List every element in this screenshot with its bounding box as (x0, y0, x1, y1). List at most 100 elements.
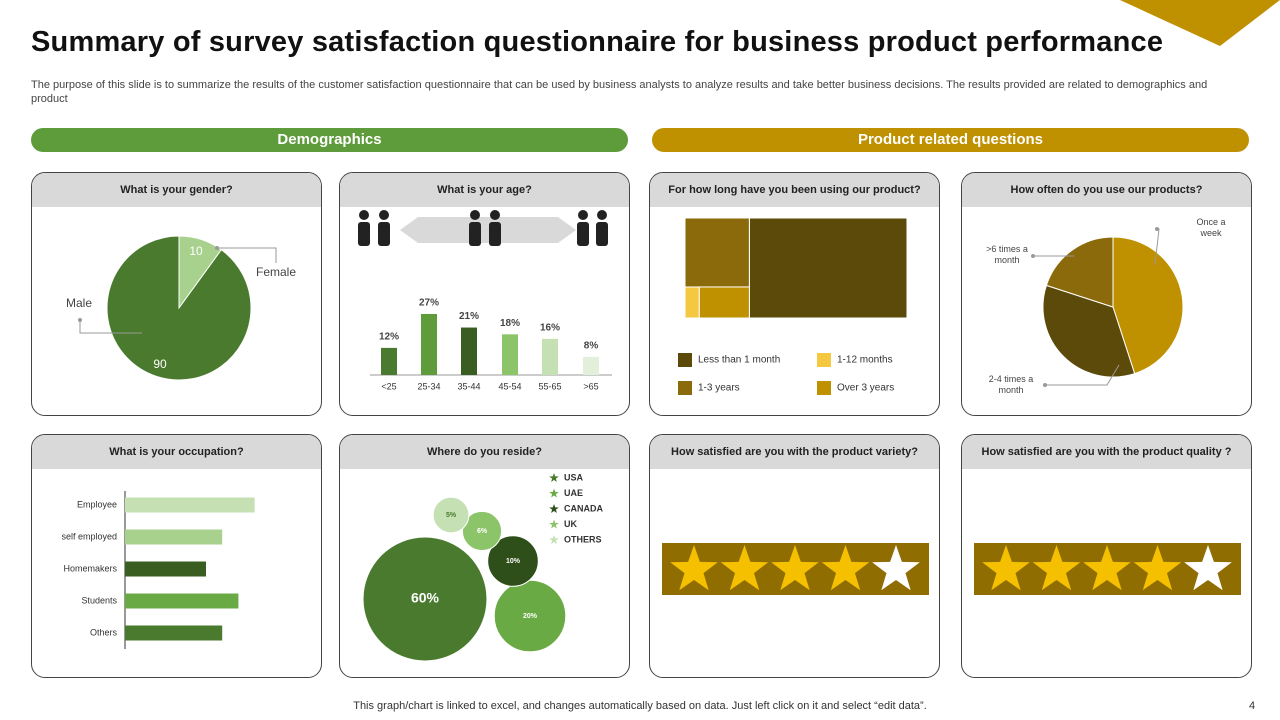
chart-title: Where do you reside? (340, 435, 629, 469)
y-tick-label: Students (81, 595, 117, 605)
leader-line (79, 320, 142, 334)
leader-line (1045, 364, 1120, 386)
category-label: >6 times a month (986, 244, 1028, 265)
value-label: 10% (506, 558, 521, 565)
value-label: 6% (477, 528, 488, 535)
leader-dot (1043, 383, 1047, 387)
bar (502, 334, 518, 375)
x-tick-label: <25 (381, 381, 396, 391)
legend-label: UK (564, 519, 577, 529)
category-label: Once a week (1196, 217, 1226, 238)
person-icon-head (578, 210, 588, 220)
rating-star (771, 545, 819, 591)
leader-dot (78, 318, 82, 322)
pie-slice (1112, 236, 1184, 375)
legend-label: Over 3 years (837, 383, 894, 394)
rating-star (1083, 545, 1131, 591)
y-tick-label: Employee (77, 499, 117, 509)
chart-title: What is your gender? (32, 173, 321, 207)
legend-star (549, 535, 559, 544)
slide-title: Summary of survey satisfaction questionn… (31, 26, 1164, 58)
legend-swatch (678, 353, 692, 367)
rating-star (821, 545, 870, 591)
category-label: Male (66, 296, 92, 310)
pie-slice (1045, 236, 1114, 308)
legend-label: 1-12 months (837, 355, 893, 366)
chart-title: How satisfied are you with the product v… (650, 435, 939, 469)
rating-star (1184, 545, 1232, 591)
chart-panel: What is your occupation? Employee self emp… (31, 434, 322, 678)
rating-star (670, 545, 718, 591)
chart (974, 543, 1241, 595)
section-header: Product related questions (652, 128, 1249, 152)
bar (381, 347, 397, 375)
chart: Less than 1 month 1-12 months 1-3 years Ove… (678, 217, 908, 395)
leader-line (217, 247, 277, 263)
legend-label: 1-3 years (698, 383, 740, 394)
value-label: 18% (500, 318, 520, 329)
x-tick-label: 25-34 (417, 381, 440, 391)
person-icon-head (490, 210, 500, 220)
value-label: 20% (523, 613, 538, 620)
x-tick-label: >65 (583, 381, 598, 391)
legend-star (549, 504, 559, 513)
pie-slice (1042, 284, 1136, 378)
person-icon-head (597, 210, 607, 220)
value-label: 16% (540, 322, 560, 333)
x-tick-label: 55-65 (538, 381, 561, 391)
legend-label: Less than 1 month (698, 355, 780, 366)
page-number: 4 (1249, 700, 1256, 712)
footer-note: This graph/chart is linked to excel, and… (353, 700, 927, 712)
bar (125, 561, 206, 577)
rating-star (982, 545, 1030, 591)
pie-slice (106, 235, 252, 381)
value-label: 8% (584, 341, 599, 352)
age-arrow (400, 217, 576, 243)
category-label-box: Once a week (1196, 217, 1226, 238)
x-tick-label: 35-44 (457, 381, 480, 391)
legend-label: USA (564, 472, 584, 482)
leader-dot (1031, 254, 1035, 258)
legend-swatch (817, 353, 831, 367)
person-icon-body (378, 222, 390, 246)
rating-star (720, 545, 769, 591)
category-label: Female (256, 265, 296, 279)
bar (125, 593, 239, 609)
chart-title: How often do you use our products? (962, 173, 1251, 207)
bubble (487, 535, 539, 587)
legend-star (549, 488, 559, 498)
legend-star (549, 519, 559, 529)
person-icon-body (489, 222, 501, 246)
person-icon-body (577, 222, 589, 246)
person-icon-head (379, 210, 389, 220)
bar (125, 625, 223, 641)
chart: Male 90 Female 10 (66, 235, 296, 381)
person-icon-head (359, 210, 369, 220)
value-label: 10 (189, 244, 203, 258)
chart: 12% <25 27% 25-34 21% 35-44 18% 45-54 16% 55-65 8%… (358, 210, 612, 391)
rating-star (1032, 545, 1081, 591)
section-header: Demographics (31, 128, 628, 152)
bubble (432, 496, 470, 534)
y-tick-label: Homemakers (63, 563, 117, 573)
legend-label: UAE (564, 488, 583, 498)
y-tick-label: self employed (61, 531, 117, 541)
y-tick-label: Others (90, 627, 118, 637)
bar (461, 327, 477, 375)
legend-label: OTHERS (564, 534, 602, 544)
description: The purpose of this slide is to summariz… (31, 79, 1208, 105)
bar (421, 313, 437, 375)
chart-panel: What is your age? 12% <25 27% 25-34 21% 35-44 1… (339, 172, 630, 416)
chart-panel: How satisfied are you with the product v… (649, 434, 940, 678)
person-icon-body (469, 222, 481, 246)
leader-dot (1155, 227, 1159, 231)
bar (125, 529, 223, 545)
bubble (461, 510, 503, 552)
legend-swatch (678, 381, 692, 395)
chart-panel: How satisfied are you with the product q… (961, 434, 1252, 678)
category-label-box: >6 times a month (986, 244, 1028, 265)
treemap-cell (684, 286, 700, 319)
bubble (362, 536, 488, 662)
x-tick-label: 45-54 (498, 381, 521, 391)
chart-panel: Where do you reside? 60% USA 20% UAE 10% CANAD… (339, 434, 630, 678)
